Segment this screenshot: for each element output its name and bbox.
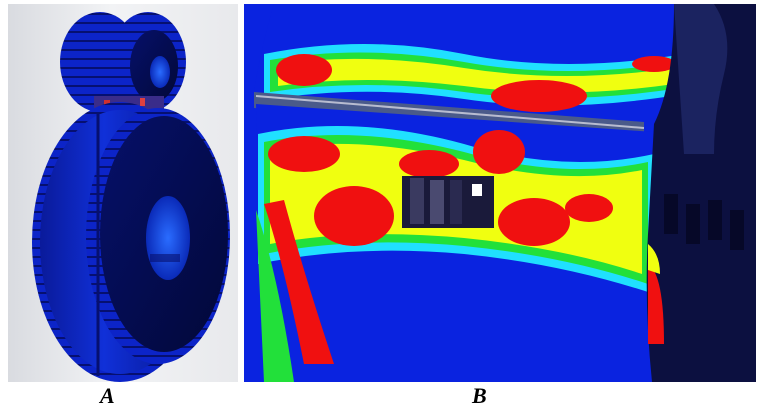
gear-assembly-image [8, 4, 238, 382]
gear-assembly-render [32, 12, 230, 382]
mating-gear [646, 4, 756, 382]
stress-contour-image [244, 4, 756, 382]
upper-stress-band [264, 44, 684, 112]
panel-a-label: A [100, 383, 115, 408]
panel-b-label: B [472, 383, 487, 408]
stress-contour-render [254, 4, 756, 382]
large-gear [32, 102, 230, 382]
central-slot [402, 176, 494, 228]
pinion-gears [60, 12, 186, 112]
